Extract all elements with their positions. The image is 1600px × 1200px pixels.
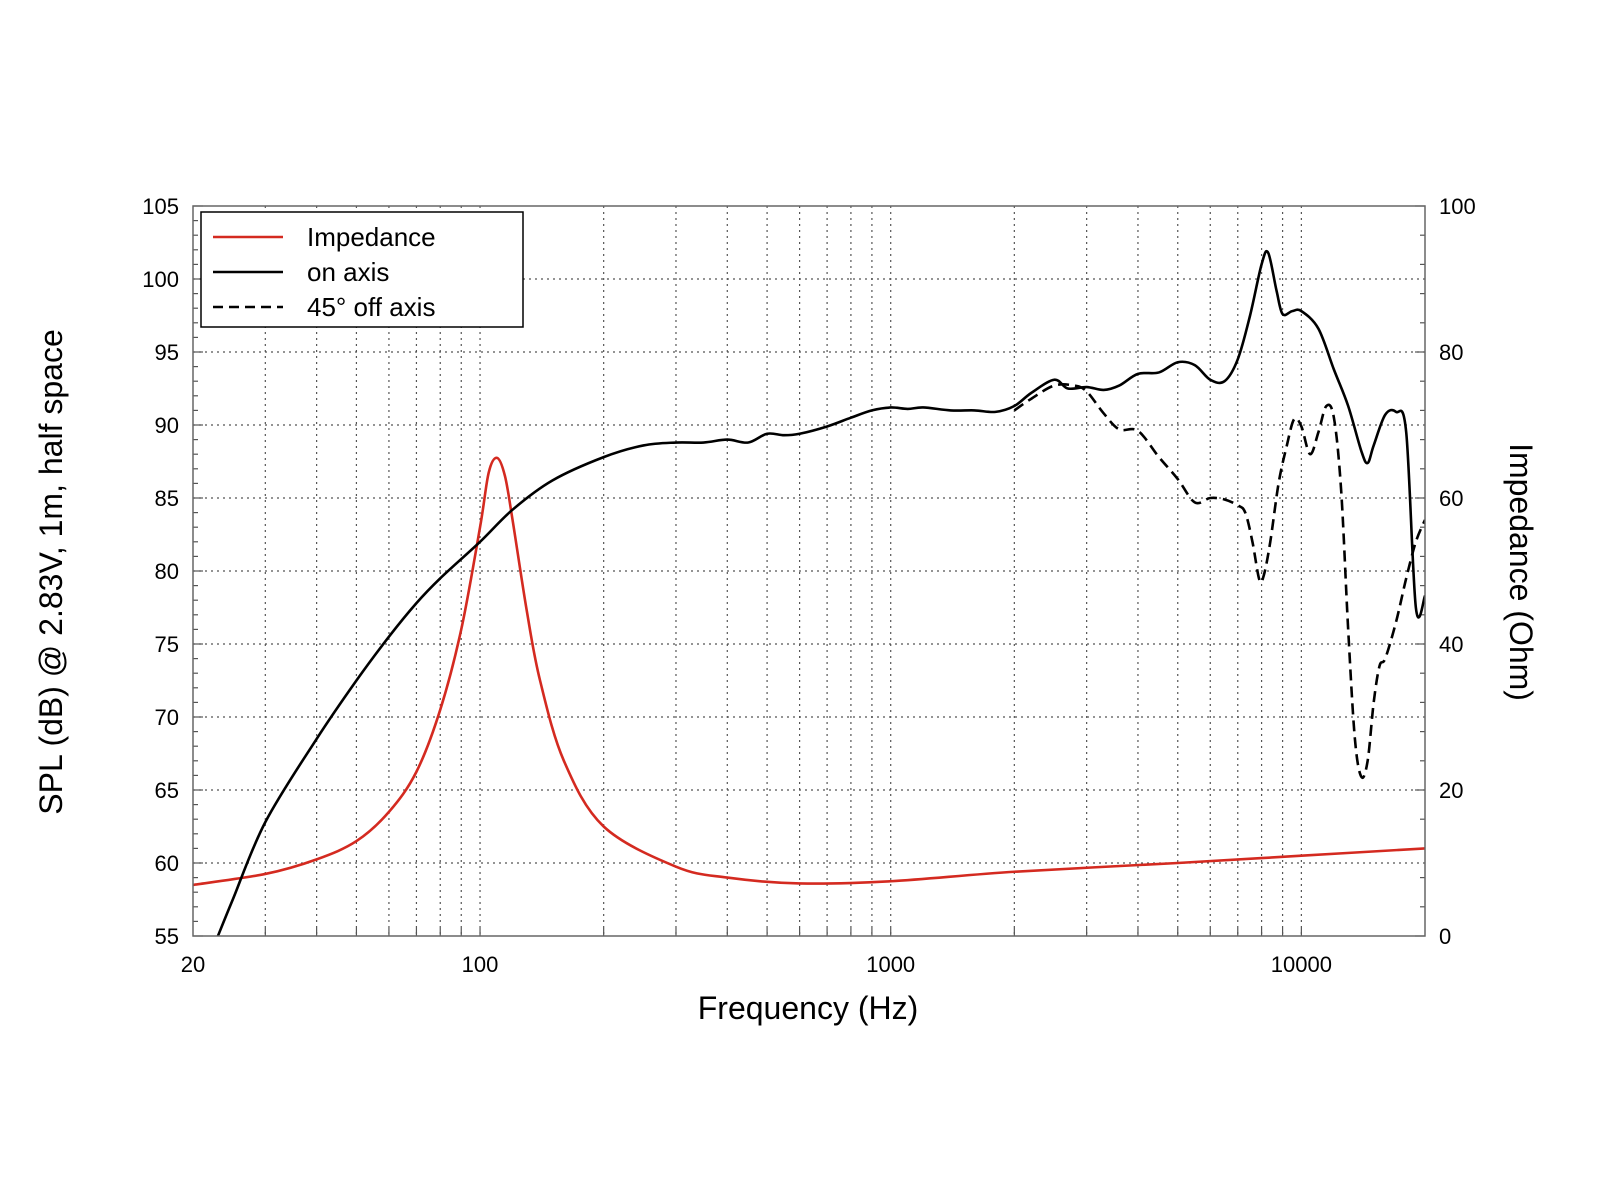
x-tick-label: 100 xyxy=(462,952,499,977)
series-line-45-off-axis xyxy=(1013,383,1425,780)
legend-label-impedance: Impedance xyxy=(307,222,436,252)
y2-tick-label: 80 xyxy=(1439,340,1463,365)
y-tick-label: 85 xyxy=(155,486,179,511)
y-tick-label: 65 xyxy=(155,778,179,803)
y-tick-label: 95 xyxy=(155,340,179,365)
y-tick-label: 75 xyxy=(155,632,179,657)
y2-tick-label: 0 xyxy=(1439,924,1451,949)
y-tick-label: 105 xyxy=(142,194,179,219)
y2-tick-label: 60 xyxy=(1439,486,1463,511)
x-tick-label: 10000 xyxy=(1271,952,1332,977)
axis-ticks: 20 100 1000 10000 55 60 65 70 75 80 85 90 95 100 105 0 2… xyxy=(142,194,1475,977)
plot-frame xyxy=(192,205,1426,937)
y-tick-label: 55 xyxy=(155,924,179,949)
series-line-on-axis xyxy=(216,249,1425,936)
y2-tick-label: 100 xyxy=(1439,194,1476,219)
series-line-impedance xyxy=(193,456,1425,887)
y-tick-label: 80 xyxy=(155,559,179,584)
y2-tick-label: 20 xyxy=(1439,778,1463,803)
legend-label-off-axis: 45° off axis xyxy=(307,292,435,322)
x-tick-label: 1000 xyxy=(866,952,915,977)
series-lines xyxy=(193,249,1425,936)
legend-box xyxy=(200,211,524,328)
x-axis-title: Frequency (Hz) xyxy=(698,990,919,1026)
y-tick-label: 70 xyxy=(155,705,179,730)
y-tick-label: 100 xyxy=(142,267,179,292)
legend: Impedance on axis 45° off axis xyxy=(200,211,524,328)
y-tick-label: 90 xyxy=(155,413,179,438)
legend-label-on-axis: on axis xyxy=(307,257,389,287)
y-axis-title: SPL (dB) @ 2.83V, 1m, half space xyxy=(33,329,69,814)
x-tick-label: 20 xyxy=(181,952,205,977)
y2-axis-title: Impedance (Ohm) xyxy=(1503,443,1539,701)
y2-tick-label: 40 xyxy=(1439,632,1463,657)
y-tick-label: 60 xyxy=(155,851,179,876)
